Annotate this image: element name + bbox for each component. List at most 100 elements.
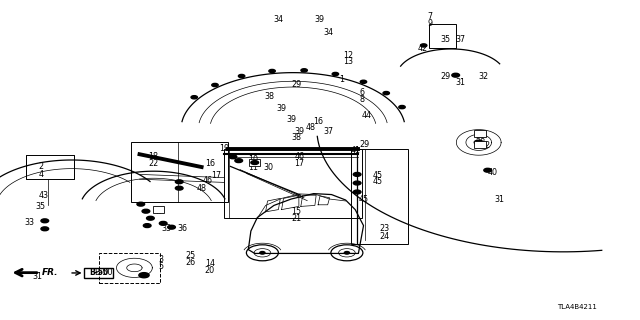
Text: 32: 32: [479, 72, 489, 81]
Circle shape: [353, 172, 361, 176]
Circle shape: [399, 106, 405, 109]
Text: 45: 45: [372, 177, 383, 186]
Text: 48: 48: [306, 124, 316, 132]
Text: B-50: B-50: [95, 268, 113, 277]
Circle shape: [212, 84, 218, 87]
Text: 33: 33: [24, 218, 35, 227]
Text: 8: 8: [360, 95, 365, 104]
Text: 14: 14: [205, 259, 215, 268]
Text: 34: 34: [274, 15, 284, 24]
Circle shape: [332, 72, 339, 76]
Text: 18: 18: [148, 152, 159, 161]
Circle shape: [175, 186, 183, 190]
Text: 13: 13: [343, 57, 353, 66]
Circle shape: [474, 140, 483, 145]
Text: 35: 35: [35, 202, 45, 211]
Text: 39: 39: [286, 116, 296, 124]
Text: 42: 42: [417, 44, 428, 53]
Circle shape: [484, 168, 492, 172]
Text: 31: 31: [494, 196, 504, 204]
Text: 43: 43: [38, 191, 49, 200]
Text: 38: 38: [264, 92, 275, 101]
Text: 27: 27: [475, 131, 485, 140]
Text: B-50: B-50: [89, 268, 109, 277]
Text: 17: 17: [294, 159, 305, 168]
Bar: [474, 130, 486, 137]
Text: 11: 11: [248, 163, 259, 172]
Text: 34: 34: [323, 28, 333, 37]
Text: 36: 36: [178, 224, 188, 233]
Bar: [153, 206, 164, 213]
Bar: [26, 155, 74, 179]
Text: 24: 24: [379, 232, 389, 241]
Text: 48: 48: [197, 184, 207, 193]
Text: 21: 21: [291, 214, 301, 223]
Text: 39: 39: [315, 15, 325, 24]
Text: 31: 31: [456, 78, 466, 87]
Circle shape: [353, 190, 361, 194]
Text: 23: 23: [379, 224, 389, 233]
Text: 4: 4: [38, 170, 44, 179]
Text: 3: 3: [159, 255, 164, 264]
Text: 29: 29: [440, 72, 451, 81]
Text: 2: 2: [38, 162, 44, 171]
Bar: [351, 149, 408, 244]
Circle shape: [147, 216, 154, 220]
Text: 41: 41: [351, 146, 361, 155]
Text: 22: 22: [148, 159, 159, 168]
Bar: [99, 253, 160, 283]
Circle shape: [235, 159, 243, 163]
Text: 1: 1: [339, 76, 344, 84]
Text: 16: 16: [314, 117, 324, 126]
Circle shape: [344, 252, 349, 254]
Text: 9: 9: [428, 19, 433, 28]
Text: 20: 20: [205, 266, 215, 275]
Circle shape: [383, 92, 389, 95]
Text: 45: 45: [358, 196, 369, 204]
Text: 37: 37: [323, 127, 333, 136]
Text: 6: 6: [360, 88, 365, 97]
Bar: [131, 142, 228, 202]
Text: 33: 33: [161, 224, 172, 233]
Circle shape: [452, 73, 460, 77]
Text: 39: 39: [276, 104, 287, 113]
Text: 46: 46: [202, 176, 212, 185]
Text: 15: 15: [291, 207, 301, 216]
Circle shape: [143, 224, 151, 228]
Text: 47: 47: [154, 207, 164, 216]
Text: 16: 16: [205, 159, 215, 168]
Text: 29: 29: [291, 80, 301, 89]
Circle shape: [142, 209, 150, 213]
Text: 40: 40: [488, 168, 498, 177]
Circle shape: [360, 80, 367, 84]
Text: 7: 7: [428, 12, 433, 21]
Text: TLA4B4211: TLA4B4211: [557, 304, 596, 309]
Text: 39: 39: [294, 127, 305, 136]
Text: 44: 44: [362, 111, 372, 120]
Text: 46: 46: [294, 152, 305, 161]
Text: 17: 17: [211, 171, 221, 180]
Bar: [224, 149, 362, 218]
Bar: [84, 268, 113, 278]
Text: 12: 12: [343, 51, 353, 60]
Circle shape: [159, 221, 167, 225]
Text: 19: 19: [219, 144, 229, 153]
Bar: [249, 159, 260, 166]
Text: 35: 35: [440, 35, 451, 44]
Text: 29: 29: [360, 140, 370, 149]
Circle shape: [238, 75, 244, 78]
Circle shape: [137, 202, 145, 206]
Text: 38: 38: [291, 133, 301, 142]
Circle shape: [191, 96, 197, 99]
Text: 37: 37: [456, 35, 466, 44]
Text: 30: 30: [264, 163, 274, 172]
Circle shape: [139, 273, 149, 278]
Text: 31: 31: [32, 272, 42, 281]
Circle shape: [420, 44, 427, 47]
Text: 10: 10: [248, 156, 259, 164]
Circle shape: [269, 69, 275, 73]
Circle shape: [353, 181, 361, 185]
Circle shape: [251, 161, 259, 164]
Circle shape: [175, 180, 183, 184]
Circle shape: [41, 219, 49, 223]
